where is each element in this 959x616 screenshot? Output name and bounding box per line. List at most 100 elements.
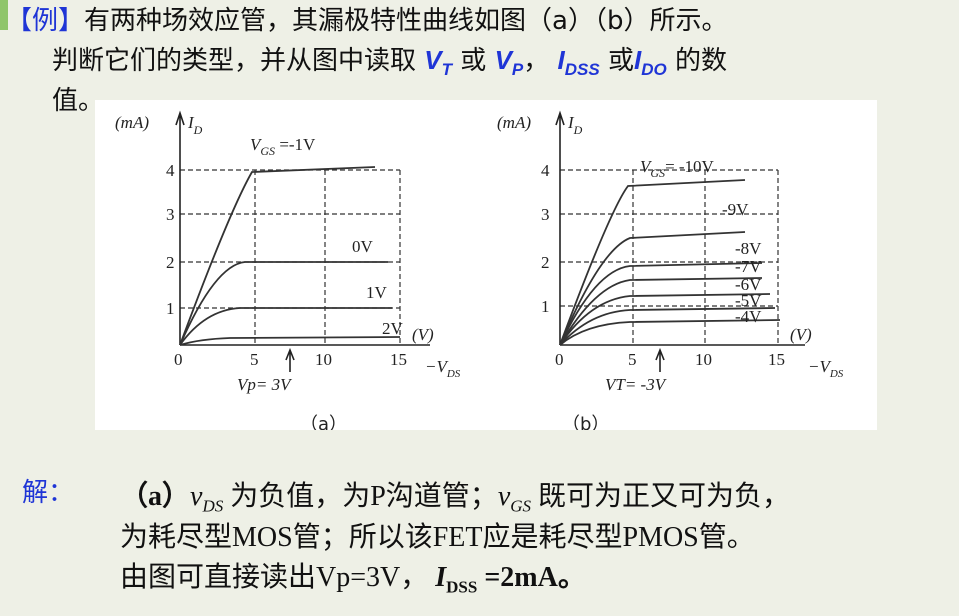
subscript: D bbox=[193, 123, 203, 137]
text: =2mA。 bbox=[484, 562, 586, 593]
curve bbox=[179, 261, 388, 346]
tick-label: 3 bbox=[541, 205, 550, 224]
solution-label: 解： bbox=[22, 478, 75, 508]
axis-label: ID bbox=[187, 113, 203, 137]
subscript: P bbox=[511, 60, 524, 80]
subscript: D bbox=[573, 123, 583, 137]
symbol: −V bbox=[808, 357, 832, 376]
tick-label: 10 bbox=[695, 350, 712, 369]
subscript: GS bbox=[510, 496, 532, 516]
symbol: I bbox=[634, 45, 642, 75]
curve-label: -4V bbox=[735, 307, 762, 326]
subscript: GS bbox=[260, 144, 275, 158]
symbol: v bbox=[497, 481, 511, 512]
curve bbox=[559, 319, 781, 346]
curve-label: -8V bbox=[735, 239, 762, 258]
tick-label: 4 bbox=[166, 161, 175, 180]
tick-label: 4 bbox=[541, 161, 550, 180]
arrow bbox=[285, 347, 295, 372]
axis-label: −VDS bbox=[808, 357, 844, 380]
curve bbox=[559, 179, 746, 346]
tick-label: 10 bbox=[315, 350, 332, 369]
axis-label: −VDS bbox=[425, 357, 461, 380]
solution-line: 为耗尽型MOS管；所以该FET应是耗尽型PMOS管。 bbox=[120, 515, 755, 555]
text: 既可为正又可为负， bbox=[538, 481, 791, 512]
tick-label: 2 bbox=[166, 253, 175, 272]
curve-label: 1V bbox=[366, 283, 388, 302]
curve-label: -7V bbox=[735, 257, 762, 276]
subscript: DS bbox=[446, 368, 461, 380]
text: ， bbox=[523, 46, 550, 76]
tick-label: 5 bbox=[628, 350, 637, 369]
text: 判断它们的类型，并从图中读取 bbox=[52, 46, 417, 76]
unit-label: (V) bbox=[412, 325, 434, 344]
curve bbox=[559, 277, 763, 346]
text: （a） bbox=[120, 481, 191, 512]
curve-label: VGS =-1V bbox=[250, 135, 316, 158]
unit-label: (mA) bbox=[497, 113, 531, 132]
symbol: V bbox=[640, 157, 653, 176]
symbol: V bbox=[424, 45, 442, 75]
subscript: GS bbox=[650, 166, 665, 180]
arrow bbox=[655, 347, 665, 372]
dashed-grid bbox=[560, 169, 779, 345]
curve bbox=[559, 231, 746, 346]
annotation: Vp= 3V bbox=[237, 375, 293, 394]
text: 为耗尽型MOS管；所以该FET应是耗尽型PMOS管。 bbox=[120, 522, 755, 553]
axes bbox=[555, 110, 805, 346]
subscript: DS bbox=[829, 368, 844, 380]
figure-b: (mA) ID 4 3 2 1 0 5 10 15 (V) −VDS VGS= … bbox=[497, 110, 844, 394]
text: 或 bbox=[460, 46, 487, 76]
annotation: VT= -3V bbox=[605, 375, 668, 394]
tick-label: 5 bbox=[250, 350, 259, 369]
tick-label: 0 bbox=[174, 350, 183, 369]
curve bbox=[559, 307, 776, 346]
curve bbox=[559, 293, 771, 346]
axis-label: ID bbox=[567, 113, 583, 137]
solution-line: （a）vDS 为负值，为P沟道管；vGS 既可为正又可为负， bbox=[120, 474, 790, 517]
caption: （a） bbox=[300, 414, 347, 430]
curve-label: -9V bbox=[722, 200, 749, 219]
curve-label: -5V bbox=[735, 291, 762, 310]
caption: （b） bbox=[562, 414, 609, 430]
curve bbox=[179, 307, 392, 346]
unit-label: (V) bbox=[790, 325, 812, 344]
solution-line: 由图可直接读出Vp=3V， IDSS =2mA。 bbox=[120, 555, 586, 598]
tick-label: 0 bbox=[555, 350, 564, 369]
problem-line: 【例】有两种场效应管，其漏极特性曲线如图（a）（b）所示。 bbox=[6, 0, 727, 37]
symbol: v bbox=[190, 481, 203, 512]
text: 的数 bbox=[675, 46, 728, 76]
text: 有两种场效应管，其漏极特性曲线如图（a）（b）所示。 bbox=[84, 6, 728, 36]
curve bbox=[559, 262, 763, 346]
symbol: V bbox=[250, 135, 263, 154]
tick-label: 15 bbox=[768, 350, 785, 369]
tick-label: 1 bbox=[541, 297, 550, 316]
accent-bar bbox=[0, 0, 8, 30]
symbol: I bbox=[435, 562, 447, 593]
curve bbox=[179, 336, 401, 346]
curve-label: 2V bbox=[382, 319, 404, 338]
symbol: I bbox=[557, 45, 565, 75]
unit-label: (mA) bbox=[115, 113, 149, 132]
subscript: T bbox=[441, 60, 453, 80]
symbol: −V bbox=[425, 357, 449, 376]
text: =-1V bbox=[275, 135, 316, 154]
tick-label: 3 bbox=[166, 205, 175, 224]
subscript: DSS bbox=[564, 60, 600, 80]
text: = -10V bbox=[665, 157, 714, 176]
subscript: DO bbox=[641, 60, 667, 80]
text: 由图可直接读出Vp=3V， bbox=[120, 562, 429, 593]
tick-label: 15 bbox=[390, 350, 407, 369]
curve-label: 0V bbox=[352, 237, 374, 256]
symbol: V bbox=[494, 45, 512, 75]
text: 为负值，为P沟道管； bbox=[230, 481, 498, 512]
subscript: DS bbox=[202, 496, 224, 516]
curve-label: -6V bbox=[735, 275, 762, 294]
tick-label: 1 bbox=[166, 299, 175, 318]
figure-a: (mA) ID 4 3 2 1 0 5 10 15 (V) −VDS VGS =… bbox=[115, 110, 461, 394]
problem-line: 判断它们的类型，并从图中读取 VT 或 VP， IDSS 或IDO 的数 bbox=[52, 40, 727, 80]
axes bbox=[175, 110, 430, 346]
symbol: I bbox=[567, 113, 575, 132]
tick-label: 2 bbox=[541, 253, 550, 272]
